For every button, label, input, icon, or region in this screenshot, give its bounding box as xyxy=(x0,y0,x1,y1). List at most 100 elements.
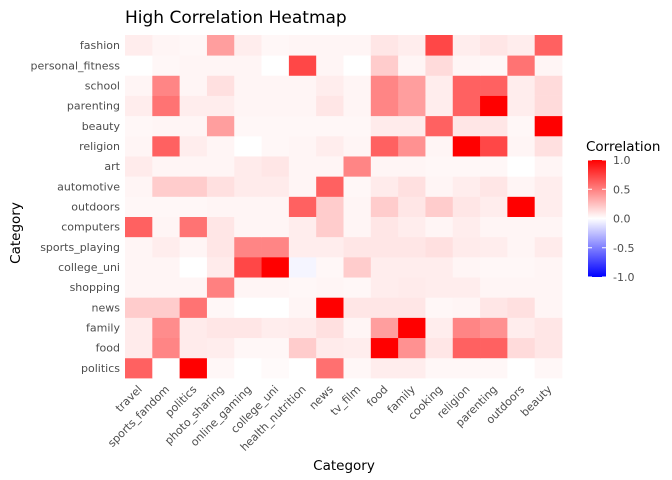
legend-tick-label: 0.0 xyxy=(613,213,631,226)
heatmap-cell xyxy=(370,337,399,359)
heatmap-cell xyxy=(125,176,153,197)
heatmap-cell xyxy=(125,236,153,258)
heatmap-cell xyxy=(316,297,344,318)
heatmap-cell xyxy=(452,75,481,96)
heatmap-cell xyxy=(261,115,290,137)
heatmap-cell xyxy=(480,196,508,217)
heatmap-cell xyxy=(507,35,536,56)
heatmap-cell xyxy=(398,337,426,359)
heatmap-cell xyxy=(398,75,426,96)
heatmap-cell xyxy=(534,135,563,157)
y-tick-label: college_uni xyxy=(58,261,120,274)
heatmap-cell xyxy=(370,256,399,278)
heatmap-cell xyxy=(288,256,317,278)
heatmap-cell xyxy=(206,277,235,298)
heatmap-cell xyxy=(152,135,181,157)
heatmap-cell xyxy=(261,337,290,359)
heatmap-cell xyxy=(452,196,481,217)
heatmap-cell xyxy=(316,236,344,258)
heatmap-cell xyxy=(480,357,508,379)
heatmap-cell xyxy=(152,236,181,258)
heatmap-cell xyxy=(370,55,399,76)
heatmap-cell xyxy=(398,277,426,298)
heatmap-cell xyxy=(234,337,262,359)
heatmap-cell xyxy=(370,115,399,137)
heatmap-cell xyxy=(425,317,454,339)
heatmap-cell xyxy=(507,135,536,157)
heatmap-cell xyxy=(425,115,454,137)
heatmap-cell xyxy=(425,357,454,379)
heatmap-cell xyxy=(179,156,208,177)
heatmap-cell xyxy=(179,135,208,157)
heatmap-cell xyxy=(507,176,536,197)
heatmap-cell xyxy=(179,256,208,278)
heatmap-cell xyxy=(534,115,563,137)
heatmap-cell xyxy=(452,236,481,258)
y-tick-label: religion xyxy=(79,140,120,153)
legend-tick-label: 1.0 xyxy=(613,154,631,167)
heatmap-cell xyxy=(316,176,344,197)
heatmap-cell xyxy=(179,297,208,318)
heatmap-cell xyxy=(152,337,181,359)
heatmap-cell xyxy=(179,35,208,56)
heatmap-cell xyxy=(343,277,372,298)
heatmap-cell xyxy=(206,115,235,137)
heatmap-cell xyxy=(125,357,153,379)
heatmap-cell xyxy=(261,176,290,197)
heatmap-cell xyxy=(343,337,372,359)
heatmap-cell xyxy=(343,297,372,318)
heatmap-cell xyxy=(316,156,344,177)
heatmap-cell xyxy=(370,135,399,157)
heatmap-cell xyxy=(507,277,536,298)
legend-title: Correlation xyxy=(586,139,660,155)
heatmap-cell xyxy=(480,75,508,96)
heatmap-cell xyxy=(234,135,262,157)
heatmap-cell xyxy=(316,135,344,157)
heatmap-cell xyxy=(370,35,399,56)
heatmap-cell xyxy=(398,135,426,157)
heatmap-cell xyxy=(398,216,426,238)
heatmap-cell xyxy=(398,196,426,217)
heatmap-cell xyxy=(343,55,372,76)
heatmap-cell xyxy=(398,176,426,197)
heatmap-cells xyxy=(125,35,563,379)
heatmap-cell xyxy=(425,55,454,76)
heatmap-cell xyxy=(398,317,426,339)
heatmap-cell xyxy=(452,176,481,197)
heatmap-cell xyxy=(234,277,262,298)
heatmap-cell xyxy=(343,176,372,197)
heatmap-cell xyxy=(125,277,153,298)
heatmap-cell xyxy=(507,337,536,359)
heatmap-cell xyxy=(179,75,208,96)
heatmap-cell xyxy=(480,317,508,339)
heatmap-cell xyxy=(206,256,235,278)
heatmap-cell xyxy=(288,277,317,298)
heatmap-cell xyxy=(179,55,208,76)
heatmap-cell xyxy=(343,75,372,96)
heatmap-cell xyxy=(288,236,317,258)
heatmap-cell xyxy=(288,297,317,318)
heatmap-cell xyxy=(261,95,290,117)
heatmap-cell xyxy=(534,75,563,96)
heatmap-cell xyxy=(425,297,454,318)
heatmap-cell xyxy=(152,115,181,137)
heatmap-cell xyxy=(370,95,399,117)
heatmap-cell xyxy=(343,317,372,339)
heatmap-cell xyxy=(206,75,235,96)
heatmap-cell xyxy=(452,297,481,318)
heatmap-cell xyxy=(425,176,454,197)
heatmap-cell xyxy=(534,317,563,339)
heatmap-cell xyxy=(370,297,399,318)
heatmap-cell xyxy=(288,75,317,96)
x-axis-title: Category xyxy=(313,458,375,474)
heatmap-cell xyxy=(480,35,508,56)
heatmap-cell xyxy=(206,297,235,318)
heatmap-cell xyxy=(343,216,372,238)
heatmap-cell xyxy=(125,317,153,339)
heatmap-cell xyxy=(534,357,563,379)
heatmap-cell xyxy=(507,75,536,96)
heatmap-cell xyxy=(234,115,262,137)
heatmap-cell xyxy=(534,196,563,217)
heatmap-cell xyxy=(125,156,153,177)
heatmap-cell xyxy=(425,135,454,157)
